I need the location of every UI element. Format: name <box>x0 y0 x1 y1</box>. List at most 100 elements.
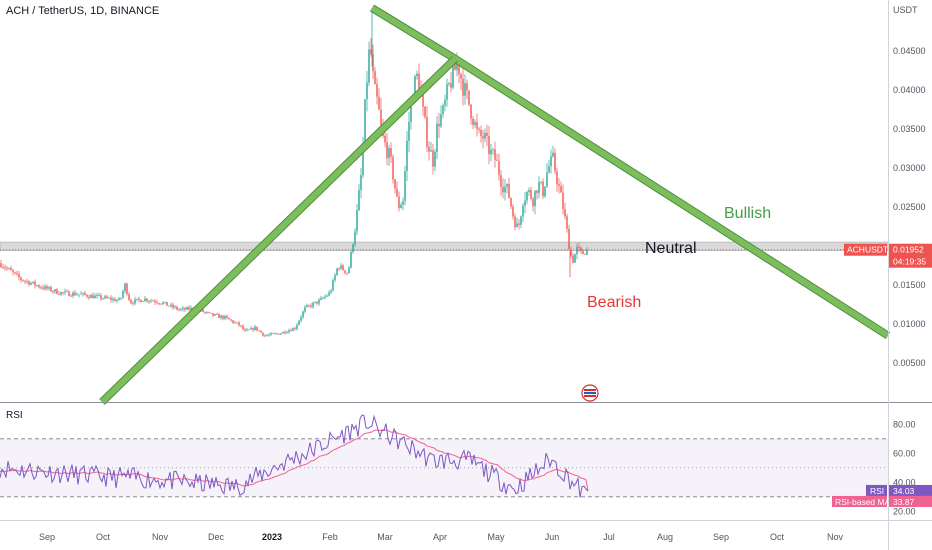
candle-body <box>118 298 120 301</box>
candle-body <box>136 298 138 300</box>
candle-body <box>410 102 412 122</box>
candle-body <box>466 83 468 91</box>
time-axis-labels: Sep Oct Nov Dec 2023 Feb Mar Apr May Jun Jul Aug Sep… <box>39 532 844 542</box>
candle-body <box>464 83 466 96</box>
candle-body <box>552 152 554 157</box>
candle-body <box>204 311 206 313</box>
candle-body <box>476 122 478 129</box>
candle-body <box>218 314 220 318</box>
candle-body <box>442 105 444 115</box>
candle-body <box>310 305 312 307</box>
candle-body <box>296 324 298 329</box>
time-axis-label: Oct <box>96 532 111 542</box>
chart-title: ACH / TetherUS, 1D, BINANCE <box>6 5 160 17</box>
candle-body <box>450 83 452 88</box>
rsi-tick-label: 20.00 <box>893 506 916 516</box>
candle-body <box>304 307 306 312</box>
candle-body <box>480 129 482 136</box>
candle-body <box>122 291 124 298</box>
candle-body <box>586 249 588 255</box>
candle-body <box>110 297 112 301</box>
candle-body <box>4 267 6 269</box>
candle-body <box>336 268 338 276</box>
candle-body <box>402 201 404 205</box>
candle-body <box>6 268 8 269</box>
candle-body <box>264 335 266 337</box>
time-axis-label: Mar <box>377 532 393 542</box>
candle-body <box>142 301 144 303</box>
candle-body <box>320 298 322 300</box>
candle-body <box>502 186 504 193</box>
candle-body <box>358 189 360 211</box>
candle-body <box>276 333 278 335</box>
candle-body <box>126 283 128 295</box>
price-tick-label: 0.01000 <box>893 319 926 329</box>
candle-body <box>170 304 172 307</box>
flag-icon-stripe <box>584 392 596 394</box>
candle-body <box>176 306 178 310</box>
annotation-neutral: Neutral <box>645 240 697 257</box>
candle-body <box>380 109 382 125</box>
candle-body <box>210 312 212 314</box>
candle-body <box>378 96 380 110</box>
flag-icon-stripe <box>584 395 596 397</box>
candle-body <box>306 305 308 308</box>
candle-body <box>416 73 418 77</box>
time-axis-label: Nov <box>152 532 169 542</box>
candle-body <box>374 71 376 85</box>
candle-body <box>444 99 446 106</box>
candle-body <box>146 298 148 302</box>
candle-body <box>220 315 222 318</box>
candle-body <box>272 333 274 335</box>
candle-body <box>332 280 334 291</box>
trendline <box>453 56 890 339</box>
rsi-tick-label: 60.00 <box>893 448 916 458</box>
candle-body <box>12 270 14 273</box>
candle-body <box>102 298 104 300</box>
candle-body <box>316 301 318 304</box>
candle-body <box>32 281 34 283</box>
candle-body <box>490 149 492 155</box>
candle-body <box>474 122 476 125</box>
candle-body <box>232 320 234 323</box>
candle-body <box>436 123 438 152</box>
candle-body <box>584 253 586 255</box>
candle-body <box>396 188 398 197</box>
candle-body <box>456 63 458 71</box>
candle-body <box>392 156 394 180</box>
candle-body <box>452 62 454 88</box>
candle-body <box>432 150 434 167</box>
candle-body <box>140 299 142 302</box>
time-axis-label: Apr <box>433 532 447 542</box>
candle-body <box>506 183 508 187</box>
candle-body <box>338 268 340 270</box>
candle-body <box>518 223 520 225</box>
candle-body <box>90 295 92 298</box>
candle-body <box>208 312 210 313</box>
candle-body <box>38 285 40 288</box>
candle-body <box>124 283 126 292</box>
candle-body <box>318 299 320 304</box>
rsi-ma-value: 33.87 <box>893 497 915 507</box>
candle-body <box>26 281 28 282</box>
candle-body <box>184 308 186 310</box>
candle-body <box>114 298 116 302</box>
candle-body <box>166 301 168 306</box>
candle-body <box>246 329 248 331</box>
candle-body <box>128 294 130 301</box>
candle-body <box>522 205 524 217</box>
candle-body <box>386 142 388 159</box>
candle-body <box>92 295 94 299</box>
candle-body <box>72 292 74 297</box>
candle-body <box>504 186 506 193</box>
flag-icon[interactable] <box>581 384 599 402</box>
candle-body <box>78 294 80 296</box>
candle-body <box>472 118 474 125</box>
candle-body <box>394 179 396 189</box>
trendlines[interactable] <box>99 4 891 405</box>
candle-body <box>370 49 372 54</box>
candle-body <box>164 301 166 303</box>
candle-body <box>348 267 350 274</box>
candle-body <box>482 135 484 139</box>
